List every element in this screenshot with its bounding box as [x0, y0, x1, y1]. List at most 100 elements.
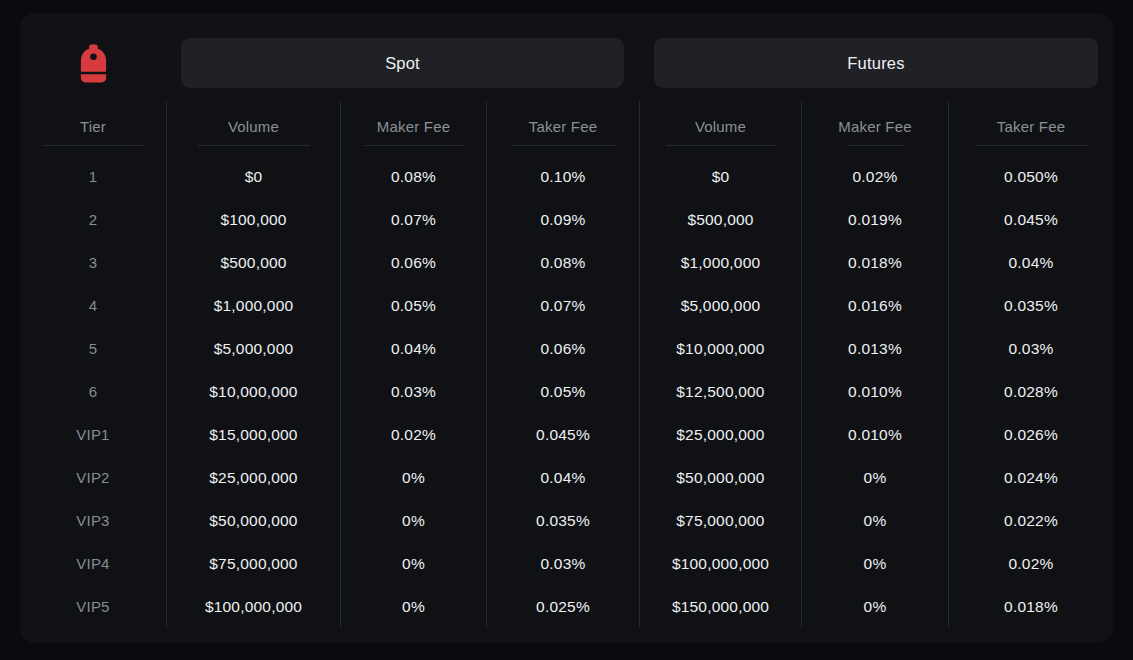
header-futures-taker-fee-label: Taker Fee [997, 118, 1066, 135]
header-underline [975, 145, 1087, 146]
futures-taker-fee-cell: 0.022% [948, 499, 1113, 542]
futures-taker-fee-cell: 0.045% [948, 198, 1113, 241]
header-tier: Tier [20, 101, 166, 155]
futures-maker-fee-cell: 0% [801, 585, 948, 628]
futures-maker-fee-cell: 0% [801, 456, 948, 499]
header-underline [364, 145, 463, 146]
spot-taker-fee-cell: 0.035% [486, 499, 639, 542]
futures-volume-cell: $100,000,000 [639, 542, 801, 585]
header-spot-maker-fee: Maker Fee [340, 101, 486, 155]
futures-tab-container: Futures [639, 25, 1113, 101]
tab-spot[interactable]: Spot [181, 38, 624, 88]
header-spot-taker-fee: Taker Fee [486, 101, 639, 155]
spot-volume-cell: $100,000 [166, 198, 340, 241]
futures-taker-fee-cell: 0.050% [948, 155, 1113, 198]
tier-cell: 4 [20, 284, 166, 327]
futures-taker-fee-cell: 0.04% [948, 241, 1113, 284]
futures-volume-cell: $12,500,000 [639, 370, 801, 413]
spot-taker-fee-cell: 0.03% [486, 542, 639, 585]
futures-maker-fee-cell: 0.010% [801, 370, 948, 413]
spot-volume-cell: $5,000,000 [166, 327, 340, 370]
tier-cell: 3 [20, 241, 166, 284]
futures-taker-fee-cell: 0.035% [948, 284, 1113, 327]
tier-cell: 6 [20, 370, 166, 413]
futures-taker-fee-cell: 0.03% [948, 327, 1113, 370]
spot-maker-fee-cell: 0.02% [340, 413, 486, 456]
futures-maker-fee-cell: 0.019% [801, 198, 948, 241]
futures-volume-cell: $0 [639, 155, 801, 198]
header-futures-volume-label: Volume [695, 118, 746, 135]
spot-taker-fee-cell: 0.07% [486, 284, 639, 327]
spot-maker-fee-cell: 0% [340, 499, 486, 542]
futures-taker-fee-cell: 0.02% [948, 542, 1113, 585]
futures-maker-fee-cell: 0.02% [801, 155, 948, 198]
futures-taker-fee-cell: 0.028% [948, 370, 1113, 413]
futures-volume-cell: $50,000,000 [639, 456, 801, 499]
futures-maker-fee-cell: 0% [801, 499, 948, 542]
spot-tab-container: Spot [166, 25, 639, 101]
tier-cell: 2 [20, 198, 166, 241]
spot-taker-fee-cell: 0.045% [486, 413, 639, 456]
spot-taker-fee-cell: 0.05% [486, 370, 639, 413]
header-futures-maker-fee-label: Maker Fee [838, 118, 912, 135]
futures-maker-fee-cell: 0.010% [801, 413, 948, 456]
spot-maker-fee-cell: 0% [340, 542, 486, 585]
header-spot-volume: Volume [166, 101, 340, 155]
header-spot-volume-label: Volume [228, 118, 279, 135]
spot-volume-cell: $100,000,000 [166, 585, 340, 628]
tier-cell: VIP2 [20, 456, 166, 499]
spot-volume-cell: $1,000,000 [166, 284, 340, 327]
spot-taker-fee-cell: 0.04% [486, 456, 639, 499]
header-underline [847, 145, 902, 146]
spot-maker-fee-cell: 0.04% [340, 327, 486, 370]
spot-maker-fee-cell: 0% [340, 456, 486, 499]
header-tier-label: Tier [80, 118, 106, 135]
header-underline [511, 145, 614, 146]
brand-logo-button[interactable] [20, 25, 166, 101]
futures-volume-cell: $75,000,000 [639, 499, 801, 542]
spot-maker-fee-cell: 0.05% [340, 284, 486, 327]
futures-maker-fee-cell: 0.013% [801, 327, 948, 370]
spot-volume-cell: $25,000,000 [166, 456, 340, 499]
spot-maker-fee-cell: 0.08% [340, 155, 486, 198]
header-spot-maker-fee-label: Maker Fee [377, 118, 451, 135]
spot-taker-fee-cell: 0.08% [486, 241, 639, 284]
spot-taker-fee-cell: 0.10% [486, 155, 639, 198]
tab-futures[interactable]: Futures [654, 38, 1098, 88]
spot-volume-cell: $50,000,000 [166, 499, 340, 542]
futures-volume-cell: $1,000,000 [639, 241, 801, 284]
tier-cell: VIP3 [20, 499, 166, 542]
tier-cell: VIP4 [20, 542, 166, 585]
fee-tiers-card: Spot Futures Tier Volume Maker Fee Taker… [20, 13, 1113, 643]
tier-cell: VIP5 [20, 585, 166, 628]
spot-taker-fee-cell: 0.025% [486, 585, 639, 628]
futures-volume-cell: $10,000,000 [639, 327, 801, 370]
futures-volume-cell: $25,000,000 [639, 413, 801, 456]
spot-volume-cell: $75,000,000 [166, 542, 340, 585]
spot-taker-fee-cell: 0.06% [486, 327, 639, 370]
header-underline [198, 145, 310, 146]
header-underline [666, 145, 775, 146]
futures-volume-cell: $5,000,000 [639, 284, 801, 327]
futures-taker-fee-cell: 0.018% [948, 585, 1113, 628]
fee-table: Spot Futures Tier Volume Maker Fee Taker… [20, 25, 1113, 628]
header-spot-taker-fee-label: Taker Fee [529, 118, 598, 135]
spot-maker-fee-cell: 0.06% [340, 241, 486, 284]
spot-taker-fee-cell: 0.09% [486, 198, 639, 241]
futures-taker-fee-cell: 0.026% [948, 413, 1113, 456]
tier-cell: 1 [20, 155, 166, 198]
futures-volume-cell: $150,000,000 [639, 585, 801, 628]
spot-volume-cell: $0 [166, 155, 340, 198]
futures-maker-fee-cell: 0.018% [801, 241, 948, 284]
spot-maker-fee-cell: 0% [340, 585, 486, 628]
header-underline [43, 145, 142, 146]
spot-maker-fee-cell: 0.07% [340, 198, 486, 241]
header-futures-taker-fee: Taker Fee [948, 101, 1113, 155]
spot-volume-cell: $15,000,000 [166, 413, 340, 456]
spot-volume-cell: $10,000,000 [166, 370, 340, 413]
tier-cell: VIP1 [20, 413, 166, 456]
tier-cell: 5 [20, 327, 166, 370]
futures-maker-fee-cell: 0.016% [801, 284, 948, 327]
futures-taker-fee-cell: 0.024% [948, 456, 1113, 499]
header-futures-maker-fee: Maker Fee [801, 101, 948, 155]
